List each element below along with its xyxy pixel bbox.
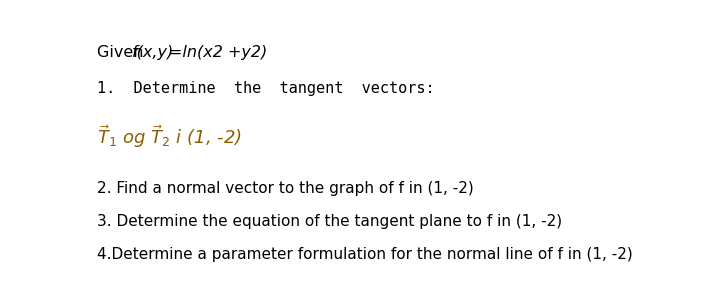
Text: f(x,y): f(x,y): [132, 46, 174, 61]
Text: $\vec{T}_1$ og $\vec{T}_2$ i (1, -2): $\vec{T}_1$ og $\vec{T}_2$ i (1, -2): [98, 123, 242, 151]
Text: 2. Find a normal vector to the graph of f in (1, -2): 2. Find a normal vector to the graph of …: [98, 181, 474, 196]
Text: =ln(x2 +y2): =ln(x2 +y2): [169, 46, 267, 61]
Text: 4.Determine a parameter formulation for the normal line of f in (1, -2): 4.Determine a parameter formulation for …: [98, 247, 633, 262]
Text: 1.  Determine  the  tangent  vectors:: 1. Determine the tangent vectors:: [98, 81, 435, 96]
Text: 3. Determine the equation of the tangent plane to f in (1, -2): 3. Determine the equation of the tangent…: [98, 214, 562, 229]
Text: Given: Given: [98, 46, 149, 61]
